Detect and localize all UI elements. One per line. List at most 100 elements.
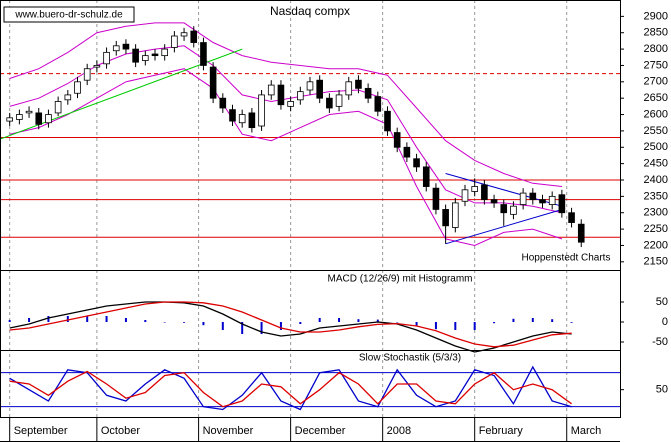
- y-tick-label: 2550: [644, 125, 668, 137]
- y-tick-label: 2900: [644, 10, 668, 22]
- y-tick-label: 2300: [644, 207, 668, 219]
- candle-body: [422, 166, 430, 187]
- candle-body: [277, 84, 285, 106]
- y-tick-label: -50: [652, 336, 668, 348]
- candle-body: [54, 101, 62, 114]
- candle-body: [539, 199, 546, 204]
- candle-body: [335, 94, 343, 107]
- source: www.buero-dr-schulz.de: [14, 10, 123, 21]
- candle-body: [161, 48, 168, 57]
- candle-body: [442, 209, 449, 227]
- candle-body: [83, 68, 91, 81]
- panel-title: MACD (12/26/9) mit Histogramm: [327, 274, 472, 285]
- y-tick-label: 2250: [644, 223, 668, 235]
- candle-body: [74, 81, 81, 94]
- histogram-bar: [318, 318, 321, 322]
- candle-body: [6, 117, 13, 122]
- candle-body: [384, 110, 391, 132]
- histogram-bar: [47, 316, 50, 322]
- histogram-bar: [493, 322, 496, 324]
- candle-body: [548, 195, 556, 205]
- candle-body: [510, 205, 517, 215]
- bollinger-band: [9, 22, 562, 187]
- marks: [0, 22, 620, 411]
- candle-body: [238, 114, 246, 124]
- candle-body: [132, 48, 139, 63]
- candle-body: [577, 223, 585, 243]
- indicator-line: [9, 301, 572, 348]
- histogram-bar: [260, 322, 263, 334]
- y-tick-label: 2450: [644, 158, 668, 170]
- candle-body: [500, 204, 508, 214]
- candle-body: [200, 42, 207, 66]
- histogram-bar: [415, 322, 418, 326]
- candle-body: [25, 110, 33, 114]
- histogram-bar: [8, 320, 11, 322]
- candle-body: [345, 81, 353, 96]
- candle-body: [180, 32, 188, 37]
- histogram-bar: [221, 322, 224, 330]
- candle-body: [471, 186, 478, 192]
- indicator-line: [9, 370, 572, 408]
- candle-body: [364, 87, 372, 99]
- candle-body: [568, 212, 575, 223]
- y-tick-label: 2400: [644, 174, 668, 186]
- y-tick-label: 2200: [644, 239, 668, 251]
- y-tick-label: 50: [656, 296, 668, 308]
- histogram-bar: [357, 319, 360, 322]
- histogram-bar: [66, 316, 69, 322]
- plot-border: [0, 0, 621, 418]
- histogram-bar: [338, 318, 341, 322]
- histogram-bar: [512, 318, 515, 322]
- y-tick-label: 50: [656, 384, 668, 396]
- candle-body: [229, 109, 236, 122]
- candle-body: [142, 55, 149, 61]
- x-tick-label: 2008: [387, 425, 411, 437]
- grid: [9, 0, 624, 442]
- histogram-bar: [531, 318, 534, 322]
- histogram-bar: [434, 322, 437, 330]
- candle-body: [519, 192, 527, 205]
- candle-body: [151, 53, 159, 57]
- candle-body: [209, 66, 217, 99]
- histogram-bar: [454, 322, 457, 330]
- histogram-bar: [241, 322, 244, 334]
- panel-title: Slow Stochastik (5/3/3): [359, 353, 461, 364]
- histogram-bar: [570, 322, 573, 323]
- histogram-bar: [124, 318, 127, 322]
- candle-body: [16, 114, 23, 120]
- candle-body: [171, 35, 178, 48]
- x-tick-label: March: [571, 425, 602, 437]
- x-tick-label: December: [295, 425, 346, 437]
- x-tick-label: October: [101, 425, 140, 437]
- y-tick-label: 2700: [644, 76, 668, 88]
- candle-body: [267, 84, 275, 96]
- candle-body: [432, 187, 440, 210]
- candle-body: [326, 97, 333, 109]
- candle-body: [452, 202, 459, 228]
- x-tick-label: February: [479, 425, 524, 437]
- histogram-bar: [183, 322, 186, 323]
- candle-body: [122, 43, 130, 50]
- candle-body: [481, 184, 488, 201]
- y-tick-label: 2800: [644, 43, 668, 55]
- candle-body: [529, 192, 537, 201]
- candle-body: [461, 189, 469, 202]
- bollinger-band: [9, 45, 563, 214]
- histogram-bar: [163, 322, 166, 323]
- y-tick-label: 2600: [644, 108, 668, 120]
- indicator-line: [9, 301, 572, 353]
- candle-body: [374, 96, 382, 112]
- candle-body: [413, 158, 420, 168]
- candle-body: [93, 65, 101, 68]
- histogram-bar: [473, 322, 476, 330]
- histogram-bar: [551, 319, 554, 322]
- candle-body: [45, 114, 52, 124]
- source-box: [3, 6, 135, 23]
- y-tick-label: 0: [662, 316, 668, 328]
- candle-body: [490, 199, 498, 204]
- x-tick-label: November: [203, 425, 254, 437]
